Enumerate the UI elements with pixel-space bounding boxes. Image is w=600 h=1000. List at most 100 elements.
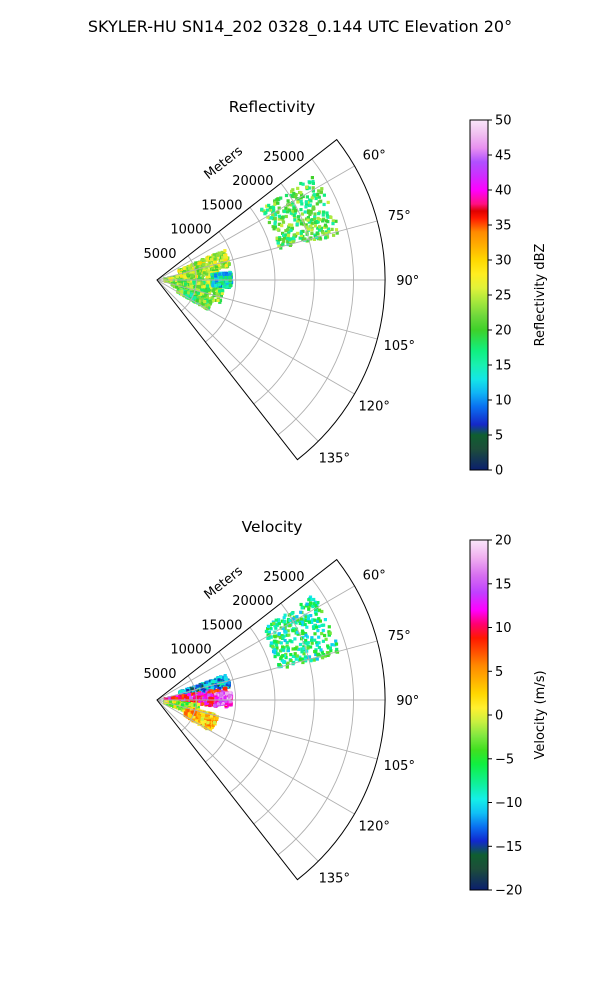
- range-ring: [205, 231, 237, 343]
- echo-cell: [224, 279, 228, 283]
- echo-cell: [204, 293, 208, 297]
- echo-cell: [192, 279, 196, 283]
- echo-cell: [214, 253, 218, 257]
- echo-region: [210, 270, 234, 289]
- echo-cell: [264, 211, 268, 215]
- echo-cell: [311, 179, 315, 184]
- echo-cell: [320, 609, 324, 614]
- echo-cell: [200, 699, 204, 703]
- echo-cell: [301, 182, 305, 186]
- echo-cell: [295, 615, 299, 619]
- echo-cell: [197, 299, 201, 303]
- echo-cell: [227, 694, 231, 698]
- echo-cell: [317, 635, 321, 639]
- echo-cell: [311, 181, 315, 185]
- echo-cell: [317, 195, 321, 199]
- echo-cell: [228, 281, 232, 285]
- echo-cell: [214, 273, 218, 277]
- azimuth-tick-label: 75°: [388, 209, 411, 224]
- echo-cell: [300, 212, 304, 216]
- azimuth-tick-label: 135°: [319, 451, 350, 466]
- echo-cell: [220, 692, 224, 696]
- echo-cell: [189, 695, 193, 700]
- echo-cell: [310, 636, 314, 640]
- echo-cell: [280, 659, 284, 663]
- echo-cell: [305, 655, 309, 659]
- echo-cell: [312, 237, 316, 241]
- echo-cell: [219, 256, 223, 260]
- echo-cell: [218, 298, 222, 303]
- echo-cell: [180, 696, 185, 701]
- echo-cell: [224, 253, 228, 257]
- azimuth-spoke: [156, 220, 378, 281]
- echo-cell: [323, 633, 327, 638]
- echo-cell: [291, 201, 295, 205]
- echo-cell: [210, 712, 214, 716]
- echo-cell: [223, 674, 227, 678]
- echo-cell: [196, 711, 200, 715]
- echo-cell: [284, 214, 288, 219]
- range-tick-label: 15000: [201, 198, 242, 213]
- echo-cell: [188, 712, 193, 716]
- echo-cell: [192, 715, 196, 719]
- echo-cell: [270, 622, 274, 626]
- echo-cell: [184, 266, 188, 270]
- echo-cell: [319, 226, 323, 230]
- azimuth-tick-label: 120°: [359, 819, 390, 834]
- echo-cell: [292, 206, 296, 210]
- echo-cell: [272, 209, 276, 213]
- echo-cell: [312, 658, 316, 662]
- echo-cell: [195, 266, 199, 270]
- echo-cell: [290, 612, 294, 616]
- echo-cell: [300, 629, 305, 633]
- echo-cell: [333, 643, 337, 647]
- echo-cell: [210, 267, 214, 271]
- echo-cell: [206, 721, 210, 725]
- echo-cell: [306, 238, 310, 242]
- echo-cell: [225, 697, 229, 701]
- echo-cell: [315, 625, 319, 629]
- azimuth-spoke: [156, 699, 378, 760]
- echo-cell: [296, 618, 300, 622]
- echo-cell: [187, 693, 191, 697]
- colorbar-tick-label: 10: [495, 394, 512, 409]
- echo-cell: [321, 213, 325, 217]
- echo-cell: [316, 619, 320, 623]
- echo-cell: [306, 617, 310, 621]
- velocity-panel-title: Velocity: [242, 518, 303, 536]
- echo-cell: [284, 630, 288, 634]
- echo-cell: [214, 298, 218, 302]
- echo-cell: [292, 660, 296, 665]
- echo-cell: [317, 624, 321, 628]
- range-tick-label: 15000: [201, 618, 242, 633]
- echo-cell: [310, 638, 314, 642]
- range-ring: [205, 651, 237, 763]
- echo-cell: [190, 687, 194, 691]
- echo-cell: [299, 222, 303, 226]
- echo-cell: [189, 294, 194, 298]
- echo-cell: [281, 231, 285, 235]
- echo-cell: [200, 288, 204, 292]
- range-ring: [277, 158, 354, 436]
- echo-cell: [317, 617, 321, 621]
- echo-cell: [265, 208, 270, 212]
- velocity-colorbar: −20 −15 −10 −5 0 5 10 15 20 Velocity (m/s): [469, 534, 548, 899]
- reflectivity-grid: [156, 138, 386, 461]
- echo-cell: [298, 657, 302, 661]
- echo-cell: [312, 193, 316, 197]
- echo-cell: [180, 703, 184, 707]
- sector-outline: [156, 558, 386, 881]
- echo-cell: [299, 617, 303, 621]
- echo-cell: [313, 224, 317, 228]
- echo-cell: [313, 632, 317, 636]
- echo-cell: [280, 224, 284, 228]
- echo-cell: [189, 285, 193, 289]
- echo-cell: [306, 227, 310, 231]
- echo-cell: [175, 274, 179, 279]
- echo-cell: [286, 649, 290, 653]
- echo-cell: [216, 294, 220, 298]
- echo-cell: [303, 658, 307, 662]
- echo-cell: [320, 650, 324, 654]
- echo-cell: [215, 703, 219, 707]
- echo-cell: [204, 725, 208, 730]
